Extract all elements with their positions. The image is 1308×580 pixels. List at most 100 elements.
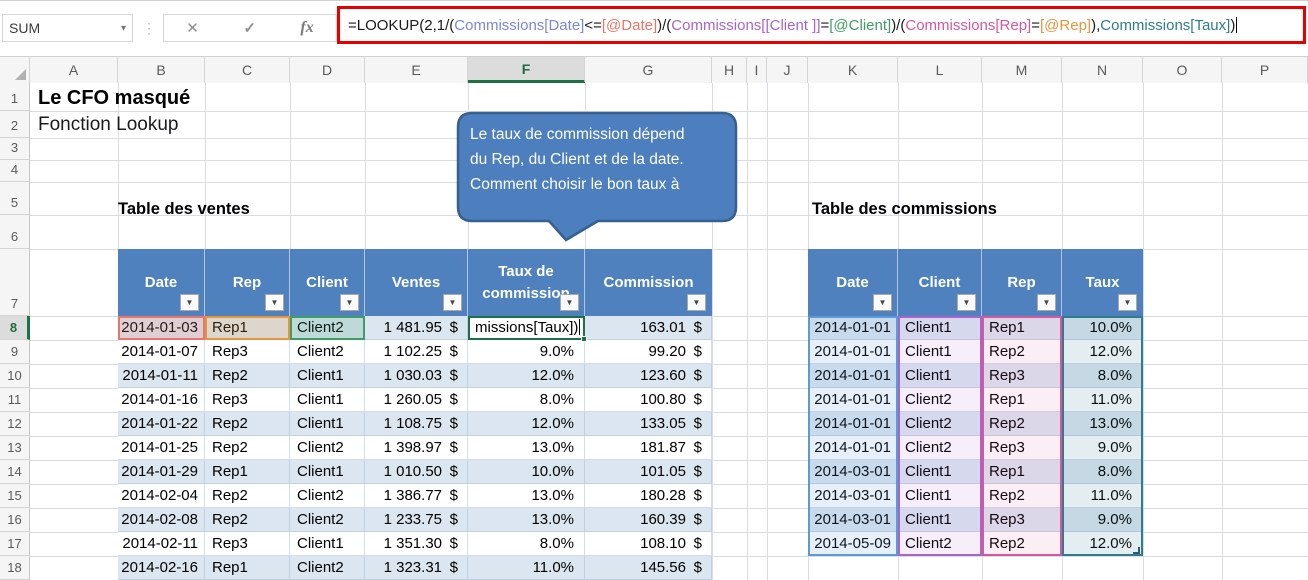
table-cell[interactable]: 181.87 $ (585, 436, 712, 460)
column-header-m[interactable]: M (982, 57, 1062, 83)
filter-button[interactable]: ▼ (560, 294, 579, 311)
table-cell[interactable]: 2014-01-01 (808, 436, 898, 460)
table-cell[interactable]: 133.05 $ (585, 412, 712, 436)
table-cell[interactable]: Rep2 (205, 364, 290, 388)
column-header-e[interactable]: E (365, 57, 468, 83)
sales-table-title[interactable]: Table des ventes (118, 200, 250, 218)
table-cell[interactable]: Rep2 (982, 532, 1062, 556)
filter-button[interactable]: ▼ (873, 294, 892, 311)
table-cell[interactable]: Rep2 (982, 412, 1062, 436)
table-cell[interactable]: Client1 (898, 340, 982, 364)
table-cell[interactable]: Rep1 (982, 316, 1062, 340)
column-header-g[interactable]: G (585, 57, 712, 83)
table-cell[interactable]: 2014-02-16 (118, 556, 205, 580)
row-header-14[interactable]: 14 (0, 460, 30, 484)
table-cell[interactable]: Rep1 (982, 460, 1062, 484)
insert-function-icon[interactable]: fx (300, 19, 314, 36)
table-cell[interactable]: Rep3 (205, 388, 290, 412)
table-cell[interactable]: 123.60 $ (585, 364, 712, 388)
table-cell[interactable]: Client2 (898, 388, 982, 412)
row-header-13[interactable]: 13 (0, 436, 30, 460)
column-header-k[interactable]: K (808, 57, 898, 83)
table-cell[interactable]: 1 481.95 $ (365, 316, 468, 340)
row-header-4[interactable]: 4 (0, 160, 30, 182)
row-header-15[interactable]: 15 (0, 484, 30, 508)
commissions-table-title[interactable]: Table des commissions (812, 200, 997, 218)
filter-button[interactable]: ▼ (687, 294, 706, 311)
table-cell[interactable]: 9.0% (1062, 508, 1143, 532)
table-cell[interactable]: Client1 (290, 388, 365, 412)
filter-button[interactable]: ▼ (1037, 294, 1056, 311)
table-cell[interactable]: 163.01 $ (585, 316, 712, 340)
table-cell[interactable]: 2014-01-03 (118, 316, 205, 340)
table-cell[interactable]: Client2 (290, 436, 365, 460)
fill-handle[interactable] (581, 336, 587, 342)
row-header-8[interactable]: 8 (0, 316, 30, 340)
column-header-l[interactable]: L (898, 57, 982, 83)
table-cell[interactable]: 2014-01-01 (808, 364, 898, 388)
column-header-j[interactable]: J (767, 57, 808, 83)
callout-shape[interactable]: Le taux de commission dépend du Rep, du C… (448, 104, 748, 249)
table-cell[interactable]: 8.0% (1062, 460, 1143, 484)
row-header-6[interactable]: 6 (0, 215, 30, 249)
table-cell[interactable]: Client2 (898, 436, 982, 460)
filter-button[interactable]: ▼ (340, 294, 359, 311)
table-cell[interactable]: 1 030.03 $ (365, 364, 468, 388)
table-cell[interactable]: 2014-01-01 (808, 388, 898, 412)
table-cell[interactable]: Client2 (898, 412, 982, 436)
table-cell[interactable]: Rep2 (205, 412, 290, 436)
column-header-f[interactable]: F (468, 57, 585, 83)
column-header-d[interactable]: D (290, 57, 365, 83)
table-cell[interactable]: 13.0% (468, 484, 585, 508)
table-cell[interactable]: 9.0% (1062, 436, 1143, 460)
row-header-3[interactable]: 3 (0, 138, 30, 160)
table-cell[interactable]: Rep3 (982, 364, 1062, 388)
table-cell[interactable]: Client2 (290, 556, 365, 580)
column-header-p[interactable]: P (1222, 57, 1308, 83)
select-all-corner[interactable] (0, 57, 30, 83)
table-cell[interactable]: Rep3 (982, 436, 1062, 460)
table-cell[interactable]: Rep1 (205, 316, 290, 340)
filter-button[interactable]: ▼ (443, 294, 462, 311)
cell-main-title[interactable]: Le CFO masqué (38, 87, 191, 109)
table-cell[interactable]: Rep2 (205, 484, 290, 508)
filter-button[interactable]: ▼ (957, 294, 976, 311)
table-cell[interactable]: 12.0% (1062, 532, 1143, 556)
table-cell[interactable]: 2014-01-01 (808, 412, 898, 436)
table-cell[interactable]: 2014-01-01 (808, 316, 898, 340)
table-cell[interactable]: 13.0% (468, 436, 585, 460)
table-cell[interactable]: 145.56 $ (585, 556, 712, 580)
table-cell[interactable]: Client2 (898, 532, 982, 556)
column-header-a[interactable]: A (30, 57, 118, 83)
table-cell[interactable]: 101.05 $ (585, 460, 712, 484)
table-cell[interactable]: 2014-03-01 (808, 460, 898, 484)
table-cell[interactable]: 2014-01-29 (118, 460, 205, 484)
table-cell[interactable]: 2014-01-11 (118, 364, 205, 388)
table-cell[interactable]: Rep3 (205, 340, 290, 364)
table-cell[interactable]: 1 102.25 $ (365, 340, 468, 364)
table-cell[interactable]: Client1 (290, 460, 365, 484)
row-header-1[interactable]: 1 (0, 83, 30, 111)
table-cell[interactable]: 1 260.05 $ (365, 388, 468, 412)
table-cell[interactable]: Client2 (290, 508, 365, 532)
table-cell[interactable]: 13.0% (1062, 412, 1143, 436)
table-cell[interactable]: 1 010.50 $ (365, 460, 468, 484)
table-resize-handle[interactable] (1133, 547, 1140, 554)
column-header-i[interactable]: I (747, 57, 767, 83)
row-header-18[interactable]: 18 (0, 556, 30, 580)
editing-cell-f8[interactable]: missions[Taux]) (468, 316, 587, 342)
table-cell[interactable]: 2014-03-01 (808, 484, 898, 508)
row-header-2[interactable]: 2 (0, 111, 30, 138)
table-cell[interactable]: Client1 (898, 460, 982, 484)
table-cell[interactable]: Client2 (290, 484, 365, 508)
table-cell[interactable]: Client1 (898, 364, 982, 388)
table-cell[interactable]: Client2 (290, 316, 365, 340)
name-box-dropdown-icon[interactable]: ▾ (120, 22, 126, 34)
column-header-b[interactable]: B (118, 57, 205, 83)
column-header-n[interactable]: N (1062, 57, 1143, 83)
column-header-h[interactable]: H (712, 57, 747, 83)
filter-button[interactable]: ▼ (1118, 294, 1137, 311)
table-cell[interactable]: Rep3 (205, 532, 290, 556)
table-cell[interactable]: 10.0% (468, 460, 585, 484)
table-cell[interactable]: Rep3 (982, 508, 1062, 532)
